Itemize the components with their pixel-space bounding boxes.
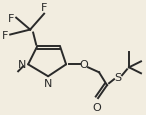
Text: F: F <box>8 14 14 23</box>
Text: O: O <box>93 102 101 112</box>
Text: F: F <box>2 30 8 40</box>
Text: O: O <box>80 60 88 70</box>
Text: N: N <box>18 60 26 70</box>
Text: F: F <box>41 3 47 13</box>
Text: S: S <box>114 73 122 83</box>
Text: N: N <box>44 79 52 88</box>
